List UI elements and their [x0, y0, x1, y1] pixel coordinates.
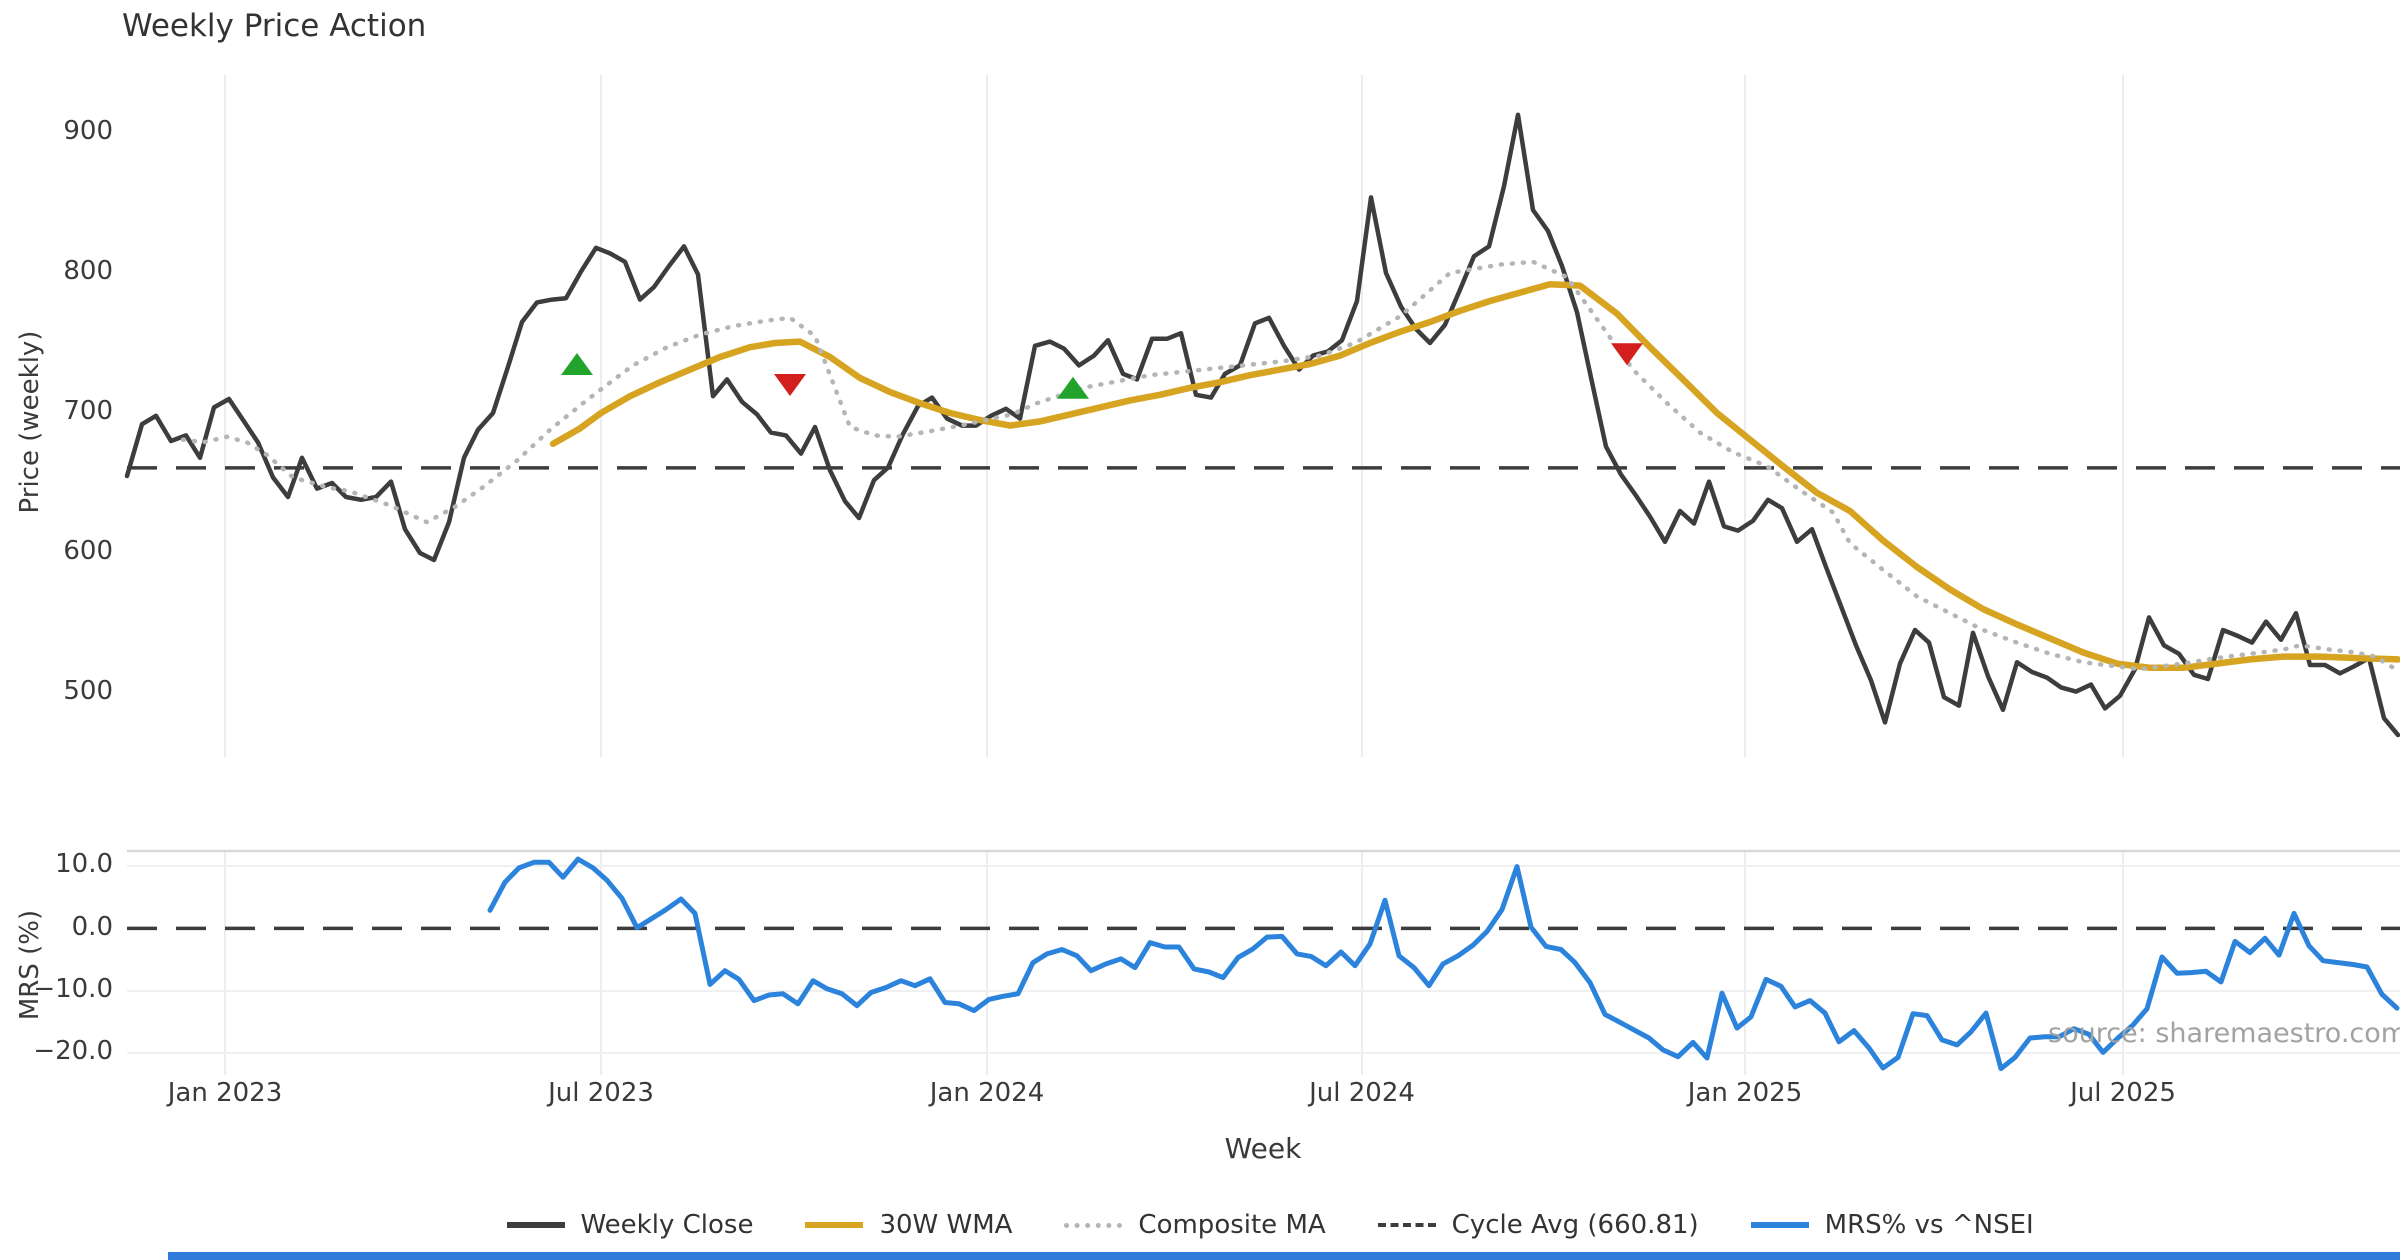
legend-item-weekly-close: Weekly Close — [506, 1210, 754, 1240]
chart-legend: Weekly Close 30W WMA Composite MA Cycle Avg… — [506, 1210, 2034, 1240]
x-tick-label: Jan 2024 — [929, 1078, 1045, 1108]
price-tick-label: 500 — [63, 676, 113, 706]
mrs-axis-label: MRS (%) — [15, 909, 45, 1021]
x-tick-label: Jan 2025 — [1687, 1078, 1803, 1108]
legend-swatch — [805, 1222, 864, 1228]
x-tick-label: Jul 2024 — [1309, 1078, 1415, 1108]
mrs-tick-label: −20.0 — [33, 1036, 113, 1066]
mrs-tick-label: −10.0 — [33, 974, 113, 1004]
x-tick-label: Jan 2023 — [167, 1078, 283, 1108]
bottom-accent-bar — [168, 1252, 2400, 1260]
legend-label: 30W WMA — [879, 1210, 1013, 1240]
mrs-tick-label: 10.0 — [55, 849, 113, 879]
price-tick-label: 600 — [63, 536, 113, 566]
sell-signal-marker — [774, 374, 806, 396]
series-weekly-close — [124, 112, 2400, 738]
legend-swatch — [1377, 1223, 1436, 1227]
mrs-tick-label: 0.0 — [71, 912, 113, 942]
legend-item-cycle-avg-660-81-: Cycle Avg (660.81) — [1377, 1210, 1699, 1240]
legend-label: Weekly Close — [580, 1210, 754, 1240]
price-tick-label: 900 — [63, 116, 113, 146]
price-tick-label: 800 — [63, 256, 113, 286]
legend-label: MRS% vs ^NSEI — [1824, 1210, 2034, 1240]
x-axis-label: Week — [1224, 1132, 1302, 1165]
legend-swatch — [506, 1222, 565, 1228]
series-mrs-vs-nsei — [487, 856, 2400, 1072]
x-tick-label: Jul 2023 — [548, 1078, 654, 1108]
chart-title: Weekly Price Action — [122, 8, 427, 44]
buy-signal-marker — [561, 353, 593, 375]
legend-item-mrs-vs-nsei: MRS% vs ^NSEI — [1750, 1210, 2034, 1240]
price-tick-label: 700 — [63, 396, 113, 426]
legend-label: Cycle Avg (660.81) — [1451, 1210, 1699, 1240]
buy-signal-marker — [1057, 376, 1089, 399]
series-30w-wma — [549, 280, 2400, 672]
legend-swatch — [1064, 1222, 1123, 1228]
legend-swatch — [1750, 1222, 1809, 1228]
legend-label: Composite MA — [1138, 1210, 1326, 1240]
legend-item-30w-wma: 30W WMA — [805, 1210, 1012, 1240]
sell-signal-marker — [1611, 343, 1643, 366]
x-tick-label: Jul 2025 — [2070, 1078, 2176, 1108]
legend-item-composite-ma: Composite MA — [1064, 1210, 1326, 1240]
source-watermark: source: sharemaestro.com — [2048, 1018, 2400, 1049]
